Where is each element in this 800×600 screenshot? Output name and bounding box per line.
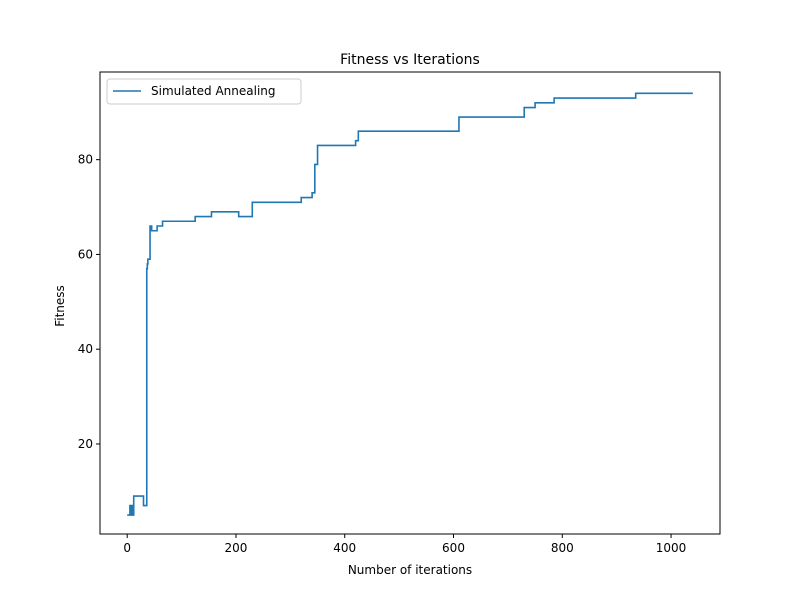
chart-title: Fitness vs Iterations (340, 52, 480, 68)
legend-box (106, 78, 302, 105)
y-tick-label: 80 (78, 153, 93, 167)
x-tick-label: 800 (551, 541, 574, 555)
series-line-0 (127, 92, 693, 516)
x-tick-label: 0 (123, 541, 131, 555)
y-tick-label: 20 (78, 437, 93, 451)
x-tick-label: 1000 (656, 541, 687, 555)
axes: 0 200 400 600 800 1000 20 40 60 80 (78, 71, 721, 555)
y-axis-title: Fitness (53, 285, 67, 327)
x-axis-title: Number of iterations (348, 563, 472, 577)
plot-area (127, 92, 693, 516)
axes-frame (99, 71, 721, 535)
x-tick-label: 200 (225, 541, 248, 555)
y-tick-label: 40 (78, 342, 93, 356)
x-tick-label: 400 (333, 541, 356, 555)
legend: Simulated Annealing (106, 78, 302, 105)
legend-label: Simulated Annealing (151, 84, 276, 98)
x-tick-label: 600 (442, 541, 465, 555)
y-tick-label: 60 (78, 247, 93, 261)
